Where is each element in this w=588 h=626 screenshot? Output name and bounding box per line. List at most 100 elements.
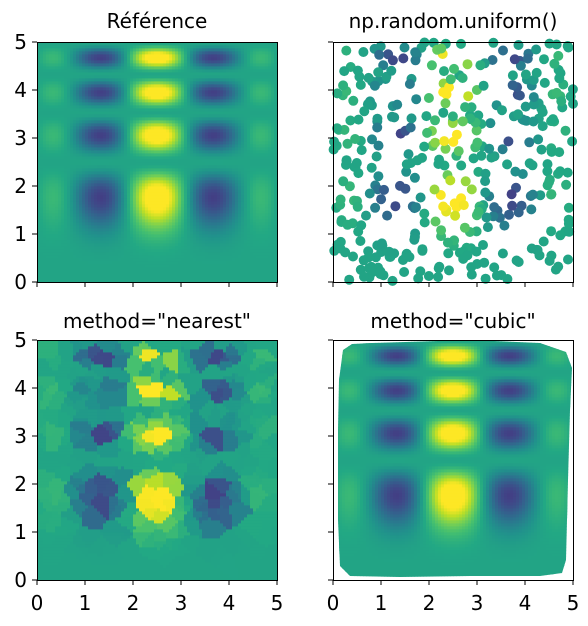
scatter-point	[562, 167, 573, 178]
scatter-point	[497, 144, 508, 155]
scatter-point	[332, 88, 343, 99]
scatter-point	[546, 189, 557, 200]
scatter-point	[463, 91, 474, 102]
scatter-point	[520, 101, 531, 112]
scatter-point	[509, 54, 520, 65]
scatter-point	[442, 237, 453, 248]
scatter-point	[374, 49, 385, 60]
scatter-point	[478, 240, 488, 250]
scatter-point	[378, 60, 389, 71]
scatter-point	[522, 53, 533, 64]
scatter-point	[439, 136, 450, 147]
x-tick-label: 2	[423, 591, 436, 615]
scatter-point	[364, 188, 375, 199]
axes-frame	[333, 340, 574, 581]
scatter-point	[341, 155, 352, 166]
scatter-point	[409, 172, 420, 183]
scatter-point	[339, 66, 350, 77]
y-tick-label: 0	[14, 270, 27, 294]
scatter-point	[531, 44, 542, 55]
scatter-point	[387, 55, 398, 66]
scatter-point	[502, 159, 513, 170]
scatter-point	[332, 123, 343, 134]
scatter-point	[401, 159, 412, 170]
scatter-point	[504, 209, 514, 220]
scatter-point	[419, 208, 430, 219]
scatter-point	[375, 266, 386, 277]
scatter-point	[528, 99, 539, 110]
scatter-point	[405, 122, 416, 133]
scatter-point	[539, 54, 549, 65]
scatter-point	[567, 136, 578, 147]
scatter-point	[549, 58, 560, 69]
scatter-point	[372, 113, 383, 124]
scatter-point	[372, 122, 383, 133]
scatter-point	[350, 134, 361, 144]
y-tick-label: 5	[14, 328, 27, 352]
scatter-point	[487, 55, 498, 65]
scatter-point	[436, 225, 447, 236]
scatter-point	[355, 236, 366, 246]
scatter-point	[511, 255, 522, 266]
scatter-point	[450, 210, 461, 221]
scatter-point	[423, 93, 434, 103]
scatter-point	[533, 134, 544, 145]
heatmap-image	[338, 340, 572, 577]
scatter-point	[422, 127, 433, 138]
scatter-point	[415, 192, 426, 203]
scatter-point	[386, 65, 397, 76]
scatter-point	[497, 105, 507, 116]
scatter-point	[363, 72, 374, 83]
panel-nearest: method="nearest" 0 1 2 3 4 5 0 1 2 3 4 5	[14, 309, 283, 615]
scatter-point	[401, 166, 412, 177]
y-tick-label: 3	[14, 424, 27, 448]
scatter-point	[497, 248, 508, 259]
scatter-point	[443, 248, 454, 259]
scatter-point	[456, 160, 467, 171]
y-tick-label: 0	[14, 568, 27, 592]
scatter-point	[342, 138, 353, 149]
scatter-point	[359, 271, 369, 282]
scatter-point	[546, 226, 557, 237]
scatter-point	[404, 252, 415, 262]
x-tick-label: 1	[79, 591, 92, 615]
scatter-point	[419, 141, 430, 152]
axes-frame	[333, 42, 574, 283]
scatter-point	[546, 250, 557, 261]
x-tick-label: 4	[223, 591, 236, 615]
scatter-point	[528, 116, 539, 127]
scatter-point	[551, 39, 562, 50]
scatter-point	[366, 162, 377, 173]
scatter-point	[506, 189, 517, 200]
scatter-point	[423, 271, 434, 281]
scatter-point	[438, 201, 449, 212]
scatter-point	[353, 114, 364, 125]
scatter-point	[486, 152, 497, 163]
scatter-point	[415, 266, 426, 277]
scatter-point	[562, 41, 573, 51]
scatter-point	[449, 63, 459, 74]
heatmap-image	[37, 42, 278, 283]
scatter-point	[371, 151, 382, 162]
scatter-point	[536, 144, 547, 155]
scatter-point	[409, 234, 420, 245]
scatter-point	[436, 43, 447, 54]
panel-title: Référence	[107, 9, 208, 33]
scatter-point	[373, 140, 384, 151]
scatter-point	[358, 255, 369, 266]
heatmap-image	[37, 340, 278, 581]
scatter-point	[376, 194, 387, 205]
scatter-point	[544, 177, 554, 188]
scatter-point	[514, 90, 525, 101]
scatter-point	[528, 92, 539, 103]
axes-frame	[37, 42, 278, 283]
scatter-point	[507, 70, 518, 81]
scatter-point	[551, 87, 562, 98]
scatter-point	[430, 115, 440, 126]
x-tick-label: 3	[175, 591, 188, 615]
scatter-point	[438, 87, 449, 98]
scatter-point	[567, 84, 578, 95]
x-tick-label: 0	[31, 591, 44, 615]
scatter-point	[340, 247, 351, 258]
scatter-point	[459, 222, 470, 233]
